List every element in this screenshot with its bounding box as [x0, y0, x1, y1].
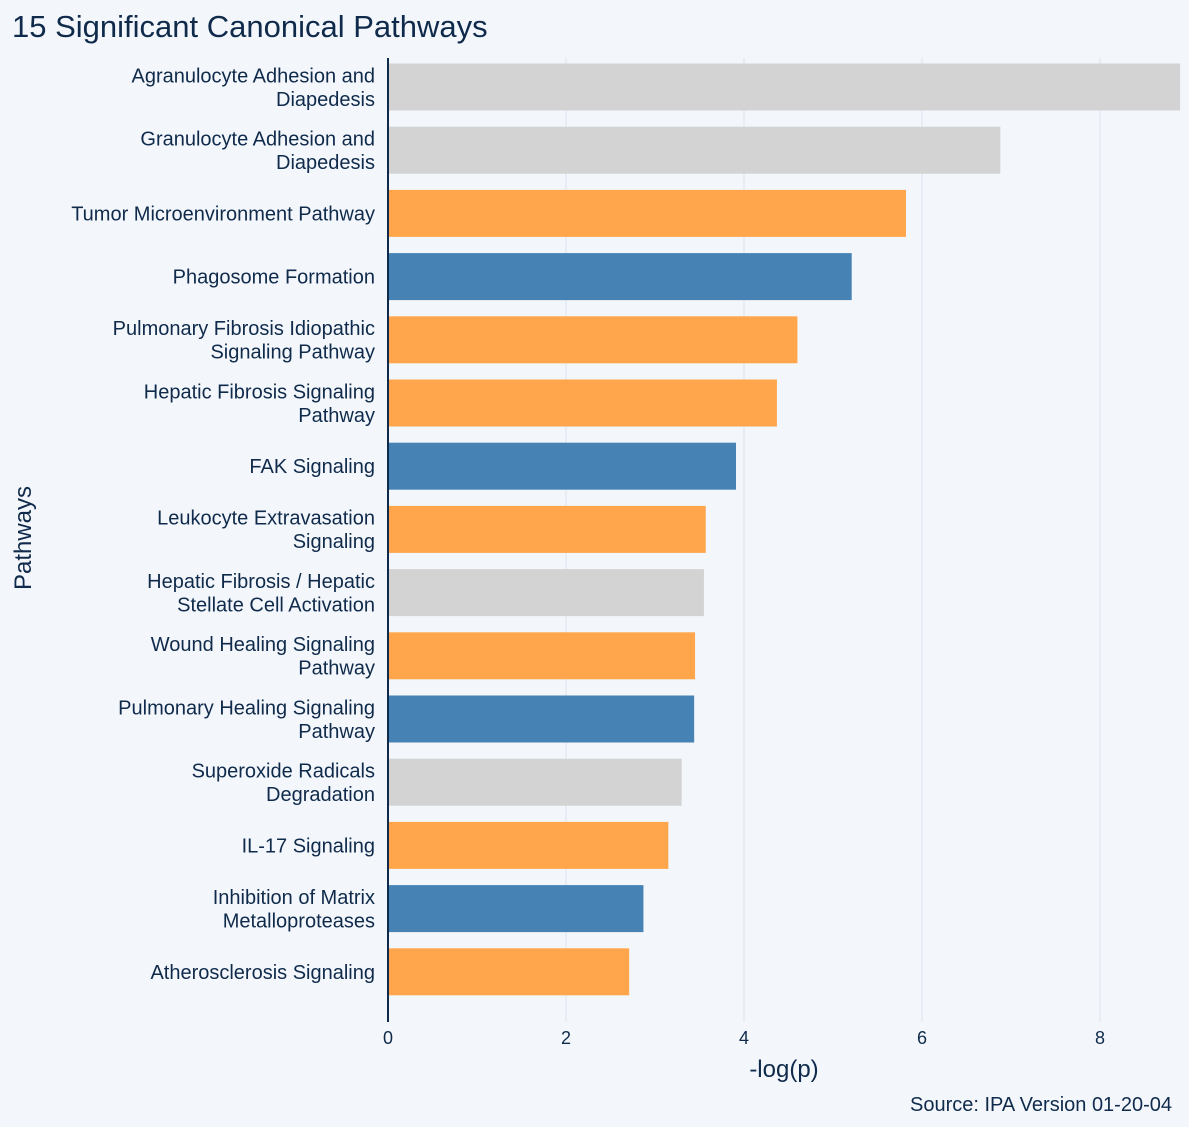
y-tick-label: Leukocyte Extravasation Signaling	[157, 508, 375, 554]
y-tick-label: Agranulocyte Adhesion and Diapedesis	[131, 65, 375, 111]
y-tick-label: Tumor Microenvironment Pathway	[71, 203, 375, 225]
y-tick-labels: Agranulocyte Adhesion and Diapedesis Granu…	[71, 65, 375, 984]
y-tick-label: Wound Healing Signaling Pathway	[151, 634, 375, 680]
x-tick-label: 8	[1095, 1028, 1105, 1048]
bar	[388, 316, 798, 364]
bar	[388, 379, 777, 427]
y-tick-label: Inhibition of Matrix Metalloproteases	[213, 887, 375, 933]
y-tick-label: Hepatic Fibrosis Signaling Pathway	[144, 381, 375, 427]
y-tick-label: IL-17 Signaling	[242, 835, 375, 857]
bar	[388, 948, 630, 996]
x-tick-label: 4	[739, 1028, 749, 1048]
y-tick-label: Superoxide Radicals Degradation	[192, 760, 375, 806]
bar	[388, 695, 695, 743]
x-tick-labels: 0 2 4 6 8	[383, 1028, 1105, 1048]
x-axis-title: -log(p)	[749, 1056, 818, 1083]
x-tick-label: 2	[561, 1028, 571, 1048]
bar	[388, 63, 1181, 111]
bar	[388, 189, 906, 237]
bar	[388, 126, 1001, 174]
y-tick-label: Granulocyte Adhesion and Diapedesis	[140, 128, 375, 174]
bars	[388, 63, 1181, 996]
chart-title: 15 Significant Canonical Pathways	[12, 9, 488, 44]
bar	[388, 758, 682, 806]
x-tick-label: 0	[383, 1028, 393, 1048]
bar	[388, 253, 852, 301]
y-tick-label: Phagosome Formation	[173, 267, 375, 289]
y-tick-label: Hepatic Fibrosis / Hepatic Stellate Cell …	[147, 571, 375, 617]
bar	[388, 885, 644, 933]
x-tick-label: 6	[917, 1028, 927, 1048]
bar	[388, 821, 669, 869]
bar	[388, 442, 736, 490]
y-tick-label: Pulmonary Healing Signaling Pathway	[118, 697, 375, 743]
bar	[388, 569, 704, 617]
y-tick-label: FAK Signaling	[249, 456, 375, 478]
bar	[388, 505, 706, 553]
y-tick-label: Pulmonary Fibrosis Idiopathic Signaling P…	[113, 318, 375, 364]
bar	[388, 632, 696, 680]
y-tick-label: Atherosclerosis Signaling	[150, 962, 375, 984]
source-note: Source: IPA Version 01-20-04	[910, 1094, 1172, 1116]
y-axis-title: Pathways	[10, 486, 37, 590]
